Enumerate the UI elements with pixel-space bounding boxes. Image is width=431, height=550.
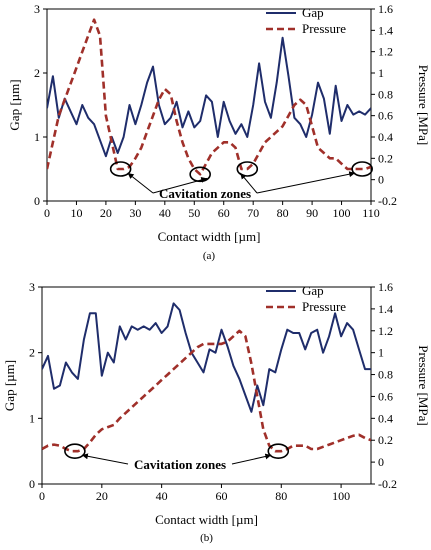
y2-tick-label: 1.2 xyxy=(378,45,393,59)
annotation-arrow xyxy=(256,171,356,194)
annotation-arrow xyxy=(152,177,208,194)
x-tick-label: 80 xyxy=(275,489,287,503)
series-line-pressure xyxy=(47,18,371,176)
y2-tick-label: -0.2 xyxy=(378,477,397,491)
x-tick-label: 60 xyxy=(218,206,230,220)
y-tick-label: 1 xyxy=(34,130,40,144)
plot-frame xyxy=(41,286,372,485)
cavitation-ellipse xyxy=(267,443,290,459)
y2-tick-label: -0.2 xyxy=(378,194,397,208)
cavitation-ellipse xyxy=(109,161,132,177)
annotation-cavitation-zones: Cavitation zones xyxy=(159,186,251,201)
y2-tick-label: 0.2 xyxy=(378,151,393,165)
x-tick-label: 80 xyxy=(277,206,289,220)
series-line-gap xyxy=(47,36,371,158)
y2-tick-label: 0.6 xyxy=(378,389,393,403)
y-tick-label: 1 xyxy=(29,411,35,425)
x-tick-label: 40 xyxy=(159,206,171,220)
y2-tick-label: 1.6 xyxy=(378,280,393,294)
legend-label-gap: Gap xyxy=(302,283,324,298)
x-tick-label: 70 xyxy=(247,206,259,220)
y2-tick-label: 0.8 xyxy=(378,368,393,382)
y2-tick-label: 1 xyxy=(378,66,384,80)
y2-tick-label: 1.6 xyxy=(378,2,393,16)
y2-tick-label: 0.8 xyxy=(378,87,393,101)
chart-panel-a: 0 10 20 30 40 50 60 70 80 90 100 110 0 1 2 3 -0.2 0 0.2 0.4… xyxy=(7,2,431,262)
x-tick-label: 90 xyxy=(306,206,318,220)
y-axis-label: Gap [µm] xyxy=(7,79,22,130)
y2-tick-label: 1 xyxy=(378,346,384,360)
y2-tick-label: 0.2 xyxy=(378,433,393,447)
y-tick-label: 2 xyxy=(34,66,40,80)
y-tick-label: 0 xyxy=(29,477,35,491)
annotation-arrow xyxy=(231,453,272,465)
y2-tick-label: 0 xyxy=(378,173,384,187)
x-tick-label: 60 xyxy=(215,489,227,503)
y-tick-label: 0 xyxy=(34,194,40,208)
x-tick-label: 20 xyxy=(96,489,108,503)
y2-tick-label: 0.6 xyxy=(378,109,393,123)
panel-label: (a) xyxy=(203,250,216,262)
x-tick-label: 100 xyxy=(333,206,351,220)
y-tick-label: 3 xyxy=(29,280,35,294)
y2-tick-label: 0 xyxy=(378,455,384,469)
x-tick-label: 0 xyxy=(44,206,50,220)
x-tick-label: 40 xyxy=(156,489,168,503)
chart-panel-b: 0 20 40 60 80 100 0 1 2 3 -0.2 0 0.2 0.4 0.6 0.8 1 1.2 1.4… xyxy=(2,280,431,544)
y2-tick-label: 1.2 xyxy=(378,324,393,338)
cavitation-ellipse xyxy=(189,166,211,183)
cavitation-ellipse xyxy=(64,443,86,459)
legend-label-pressure: Pressure xyxy=(302,21,346,36)
x-tick-label: 20 xyxy=(100,206,112,220)
annotation-cavitation-zones: Cavitation zones xyxy=(134,457,226,472)
x-axis-label: Contact width [µm] xyxy=(155,512,258,527)
annotation-arrow xyxy=(239,172,258,194)
legend-label-gap: Gap xyxy=(302,5,324,20)
y-tick-label: 3 xyxy=(34,2,40,16)
series-line-gap xyxy=(42,302,371,413)
x-tick-label: 0 xyxy=(39,489,45,503)
panel-label: (b) xyxy=(200,532,213,544)
annotation-arrow xyxy=(127,172,154,194)
x-tick-label: 100 xyxy=(332,489,350,503)
x-tick-label: 30 xyxy=(129,206,141,220)
x-tick-label: 110 xyxy=(362,206,380,220)
x-tick-label: 10 xyxy=(70,206,82,220)
x-axis-label: Contact width [µm] xyxy=(158,229,261,244)
legend-label-pressure: Pressure xyxy=(302,299,346,314)
annotation-arrow xyxy=(81,453,129,465)
cavitation-ellipse xyxy=(351,161,373,177)
y2-axis-label: Pressure [MPa] xyxy=(416,65,431,146)
y2-axis-label: Pressure [MPa] xyxy=(416,345,431,426)
y2-tick-label: 1.4 xyxy=(378,23,393,37)
y2-tick-label: 1.4 xyxy=(378,302,393,316)
y-tick-label: 2 xyxy=(29,346,35,360)
y-axis-label: Gap [µm] xyxy=(2,360,17,411)
y2-tick-label: 0.4 xyxy=(378,130,393,144)
x-tick-label: 50 xyxy=(188,206,200,220)
cavitation-ellipse xyxy=(236,161,259,177)
y2-tick-label: 0.4 xyxy=(378,411,393,425)
